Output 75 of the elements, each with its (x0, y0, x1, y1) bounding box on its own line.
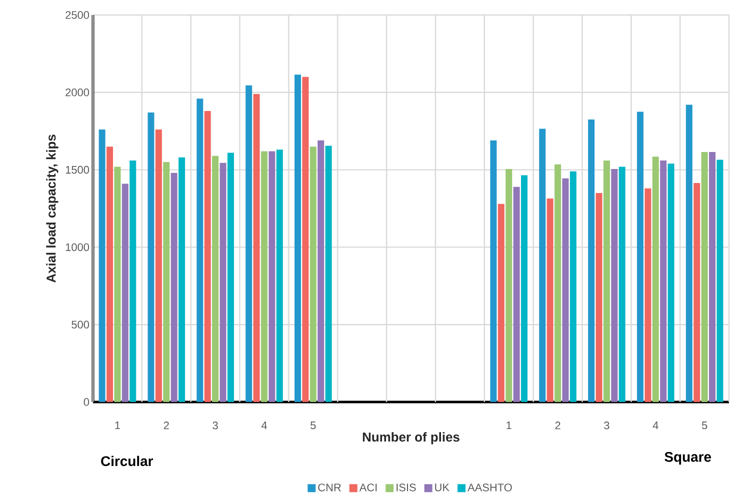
bar (490, 140, 497, 402)
bar (618, 166, 626, 402)
bar (603, 160, 610, 402)
bar (588, 119, 595, 402)
y-tick-label: 2000 (66, 88, 90, 96)
y-tick-label: 0 (84, 398, 90, 406)
bar (170, 172, 178, 402)
bar (310, 146, 316, 402)
legend-label: ISIS (396, 484, 416, 492)
bar (708, 152, 716, 402)
bar (611, 169, 618, 402)
x-tick-label: 2 (164, 422, 169, 430)
bar (318, 140, 324, 402)
y-tick-label: 2500 (66, 11, 90, 19)
bar (644, 188, 652, 402)
bar (246, 85, 252, 402)
bar (668, 164, 674, 402)
bar (701, 152, 708, 402)
bar (513, 186, 520, 402)
legend-label: AASHTO (468, 484, 512, 492)
bar (114, 166, 121, 402)
x-tick-label: 5 (310, 422, 316, 430)
bar (546, 198, 554, 402)
y-axis-title: Axial load capacity, kips (46, 134, 58, 283)
bar (554, 164, 562, 402)
bar (98, 130, 106, 402)
bar (163, 162, 170, 402)
bar (716, 160, 724, 402)
bar (253, 94, 260, 402)
bar (506, 169, 512, 402)
bar (196, 98, 204, 402)
bar (652, 156, 659, 402)
bar (570, 171, 576, 402)
bar (521, 175, 528, 402)
bar (294, 74, 302, 402)
x-tick-label: 5 (702, 422, 708, 430)
y-tick-label: 1000 (66, 243, 90, 252)
x-axis-title: Number of plies (362, 432, 460, 444)
bar (212, 156, 219, 402)
bar (227, 152, 234, 402)
bar (596, 193, 602, 402)
bar (539, 128, 546, 402)
bar (220, 162, 226, 402)
bar (122, 184, 128, 402)
x-tick-label: 3 (212, 422, 218, 430)
y-tick-label: 1500 (66, 166, 90, 174)
bar (148, 112, 154, 402)
bar (268, 151, 276, 402)
x-tick-label: 1 (506, 422, 512, 430)
bar (178, 157, 186, 402)
x-tick-label: 1 (115, 422, 120, 430)
bar (694, 182, 700, 402)
x-tick-label: 4 (652, 422, 658, 430)
legend-label: ACI (359, 484, 377, 492)
bar (498, 204, 504, 402)
legend-label: UK (435, 484, 450, 492)
bar (155, 130, 162, 402)
text: Circular (101, 456, 154, 466)
bar (276, 150, 283, 402)
bar (260, 151, 268, 402)
x-tick-label: 4 (261, 422, 267, 430)
bar (302, 76, 309, 402)
bar (325, 146, 332, 402)
text: Square (664, 452, 712, 465)
legend-label: CNR (318, 484, 341, 492)
bar (686, 104, 692, 402)
bar (130, 160, 136, 402)
bar (106, 146, 114, 402)
y-tick-label: 500 (72, 320, 90, 328)
bar (636, 112, 644, 402)
x-tick-label: 3 (604, 422, 610, 430)
bar (204, 110, 211, 402)
x-tick-label: 2 (555, 422, 560, 430)
bar (660, 160, 667, 402)
bar (562, 178, 569, 402)
